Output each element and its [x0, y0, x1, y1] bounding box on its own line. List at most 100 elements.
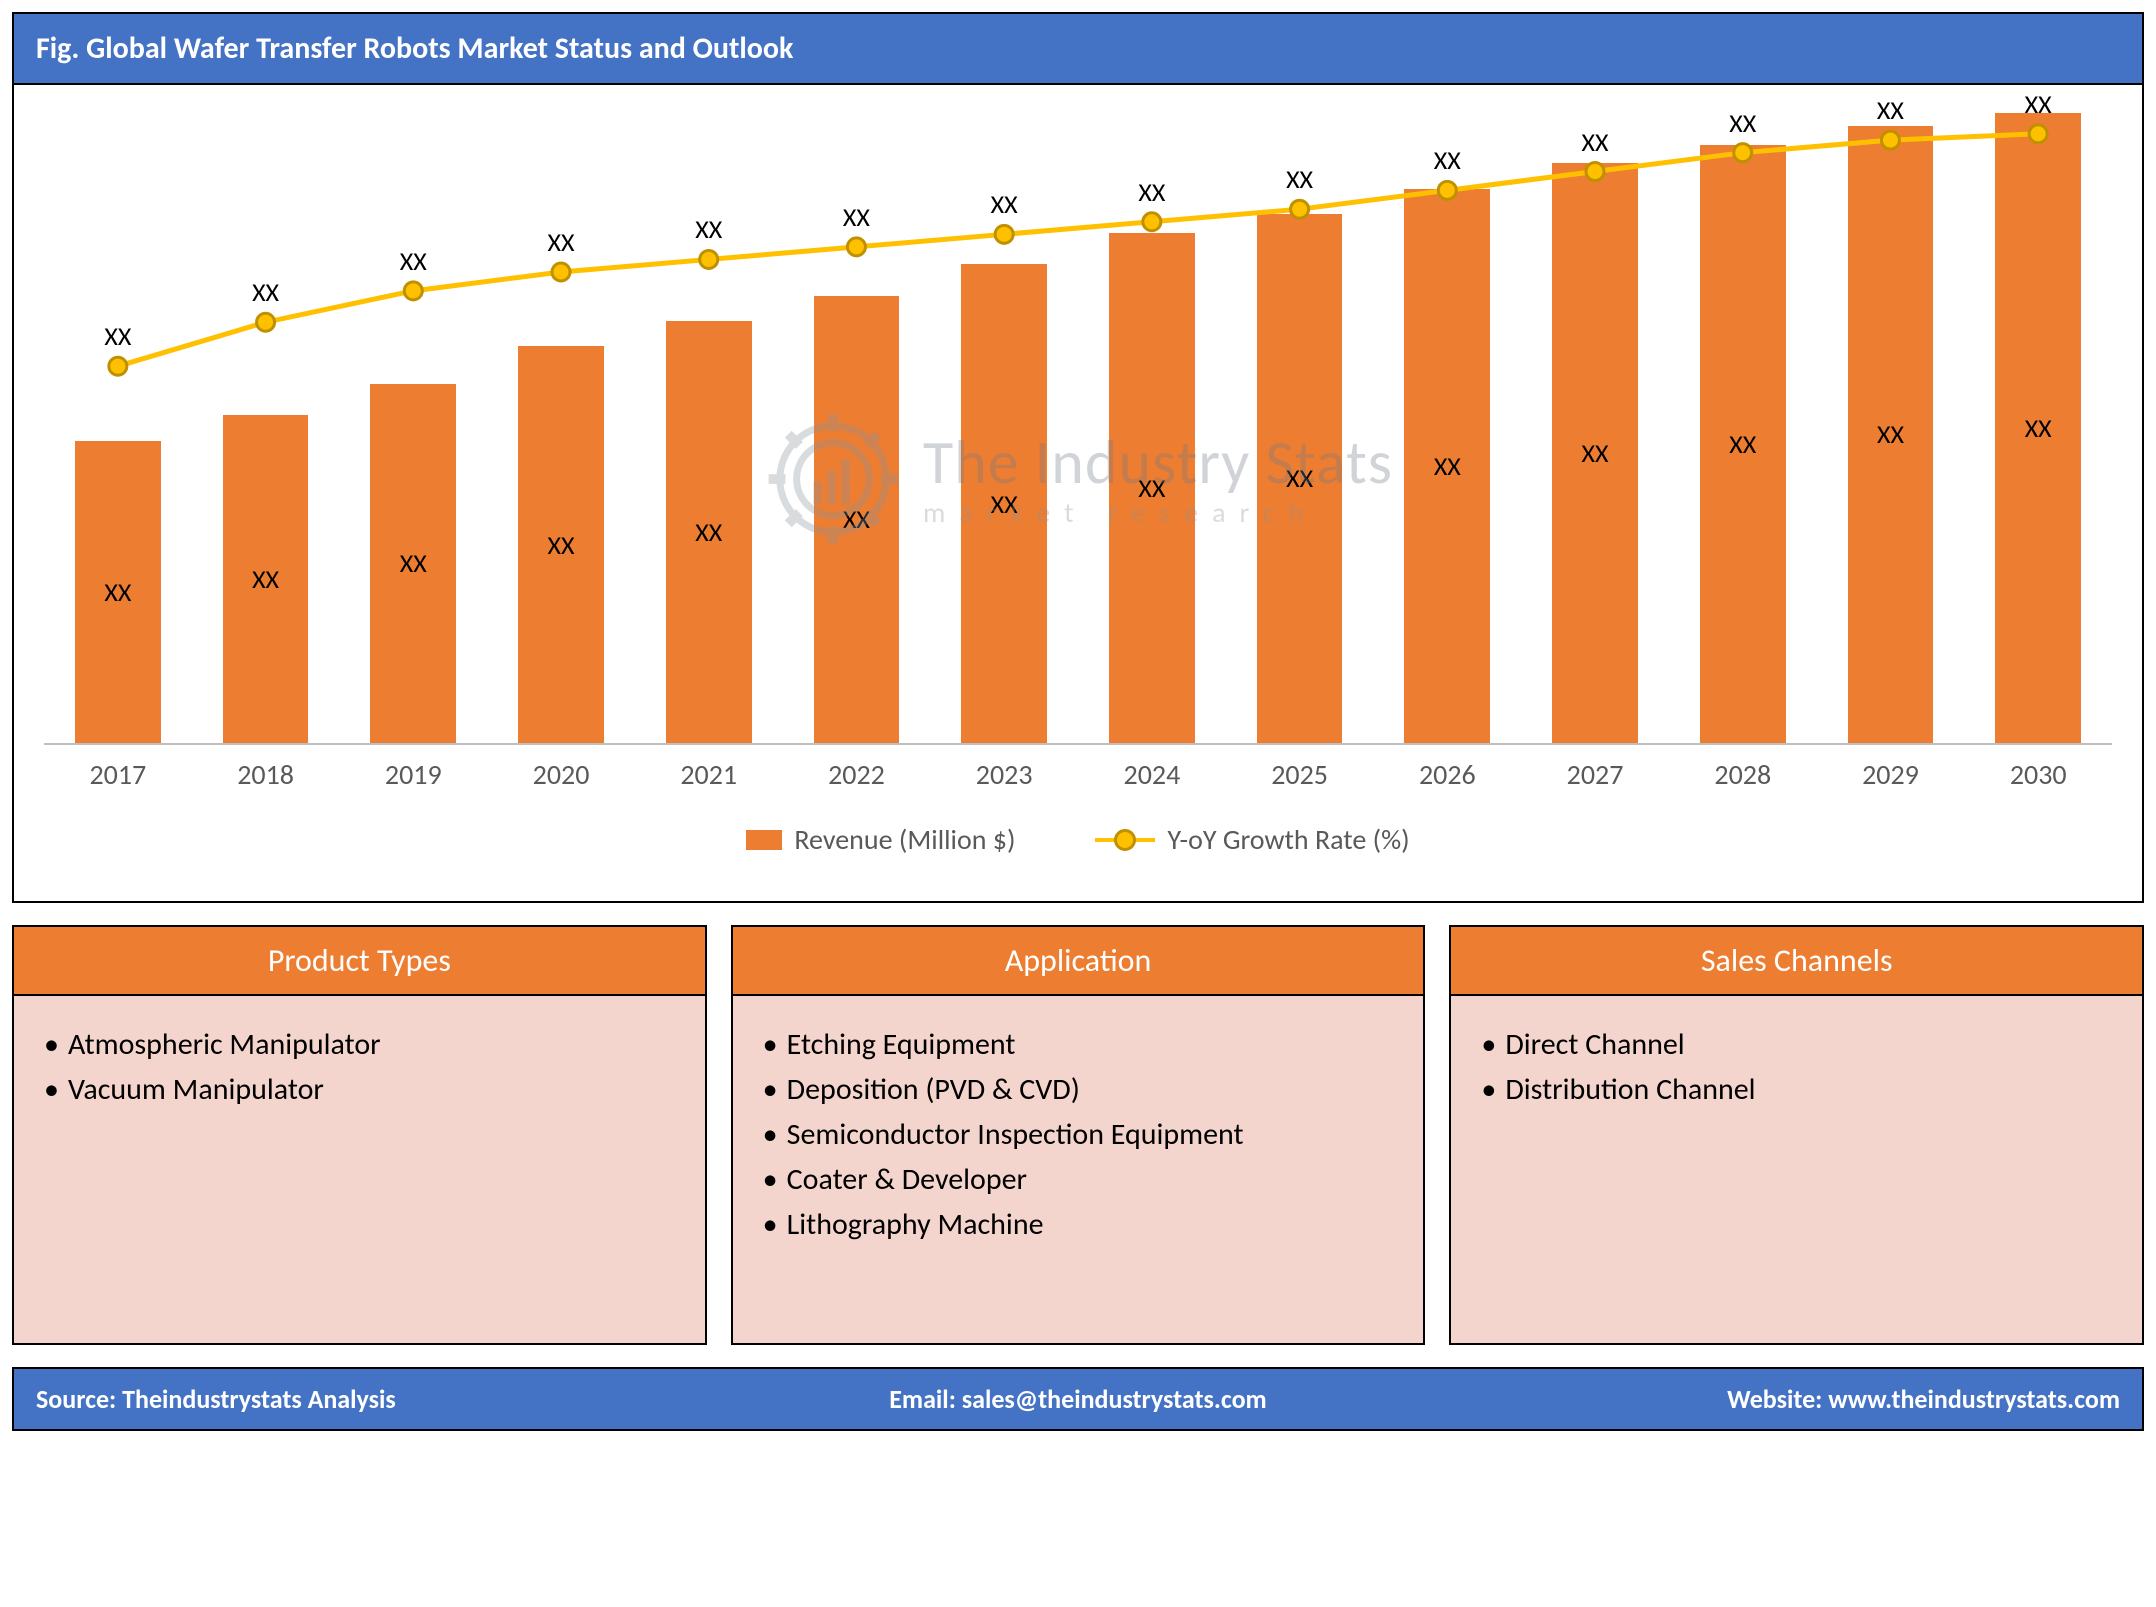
- bar-value-label: XX: [104, 576, 131, 608]
- x-axis-year: 2030: [1964, 757, 2112, 792]
- bar-value-label: XX: [1582, 437, 1609, 469]
- bar-value-label: XX: [1434, 450, 1461, 482]
- legend-bar: Revenue (Million $): [746, 822, 1015, 857]
- bar-value-label: XX: [1286, 462, 1313, 494]
- footer-email: Email: sales@theindustrystats.com: [723, 1369, 1432, 1429]
- bar-column: XX: [1817, 115, 1965, 743]
- bar-column: XX: [339, 115, 487, 743]
- bar-value-label: XX: [400, 547, 427, 579]
- info-panel: Product TypesAtmospheric ManipulatorVacu…: [12, 925, 707, 1345]
- footer-website: Website: www.theindustrystats.com: [1433, 1369, 2142, 1429]
- x-axis-year: 2024: [1078, 757, 1226, 792]
- bar-column: XX: [1521, 115, 1669, 743]
- chart-container: XX XX XX XX XX XX XX XX XX XX XX XX XX XX: [12, 83, 2144, 903]
- revenue-bar: XX: [75, 441, 161, 743]
- x-axis-year: 2017: [44, 757, 192, 792]
- revenue-bar: XX: [1848, 126, 1934, 743]
- bar-column: XX: [487, 115, 635, 743]
- info-panel: ApplicationEtching EquipmentDeposition (…: [731, 925, 1426, 1345]
- legend-line: Y-oY Growth Rate (%): [1095, 822, 1409, 857]
- x-axis-year: 2029: [1817, 757, 1965, 792]
- x-axis-year: 2022: [783, 757, 931, 792]
- footer-bar: Source: Theindustrystats Analysis Email:…: [12, 1367, 2144, 1431]
- x-axis-year: 2026: [1373, 757, 1521, 792]
- revenue-bar: XX: [518, 346, 604, 743]
- line-point-label: XX: [1729, 107, 1756, 139]
- line-point-label: XX: [695, 213, 722, 245]
- bars-row: XX XX XX XX XX XX XX XX XX XX XX XX XX XX: [44, 115, 2112, 743]
- bar-value-label: XX: [991, 488, 1018, 520]
- panel-item: Vacuum Manipulator: [44, 1067, 675, 1112]
- bar-column: XX: [635, 115, 783, 743]
- line-point-label: XX: [252, 276, 279, 308]
- info-panels: Product TypesAtmospheric ManipulatorVacu…: [12, 925, 2144, 1345]
- x-axis-year: 2028: [1669, 757, 1817, 792]
- plot-area: XX XX XX XX XX XX XX XX XX XX XX XX XX XX: [44, 115, 2112, 745]
- line-point-label: XX: [1138, 176, 1165, 208]
- panel-header: Sales Channels: [1451, 927, 2142, 996]
- line-point-label: XX: [1582, 126, 1609, 158]
- line-point-label: XX: [400, 245, 427, 277]
- panel-item: Atmospheric Manipulator: [44, 1022, 675, 1067]
- legend-bar-swatch: [746, 830, 782, 850]
- panel-item: Direct Channel: [1481, 1022, 2112, 1067]
- bar-value-label: XX: [843, 503, 870, 535]
- panel-header: Product Types: [14, 927, 705, 996]
- bar-value-label: XX: [1877, 418, 1904, 450]
- bar-column: XX: [1964, 115, 2112, 743]
- bar-column: XX: [1078, 115, 1226, 743]
- bar-value-label: XX: [548, 529, 575, 561]
- panel-body: Direct ChannelDistribution Channel: [1451, 996, 2142, 1138]
- figure-title: Fig. Global Wafer Transfer Robots Market…: [36, 30, 793, 67]
- panel-body: Atmospheric ManipulatorVacuum Manipulato…: [14, 996, 705, 1138]
- revenue-bar: XX: [1404, 189, 1490, 743]
- revenue-bar: XX: [814, 296, 900, 743]
- line-point-label: XX: [548, 226, 575, 258]
- line-point-label: XX: [104, 320, 131, 352]
- panel-body: Etching EquipmentDeposition (PVD & CVD)S…: [733, 996, 1424, 1273]
- legend-line-label: Y-oY Growth Rate (%): [1167, 822, 1409, 857]
- bar-column: XX: [1226, 115, 1374, 743]
- bar-value-label: XX: [695, 516, 722, 548]
- x-axis-labels: 2017201820192020202120222023202420252026…: [44, 757, 2112, 792]
- bar-column: XX: [1373, 115, 1521, 743]
- footer-source-label: Source:: [36, 1383, 122, 1415]
- x-axis-year: 2025: [1226, 757, 1374, 792]
- footer-website-label: Website:: [1727, 1383, 1828, 1415]
- x-axis-year: 2020: [487, 757, 635, 792]
- legend-line-swatch: [1095, 838, 1155, 842]
- bar-value-label: XX: [1138, 472, 1165, 504]
- footer-source-value: Theindustrystats Analysis: [122, 1383, 396, 1415]
- footer-source: Source: Theindustrystats Analysis: [14, 1369, 723, 1429]
- panel-item: Deposition (PVD & CVD): [763, 1067, 1394, 1112]
- bar-value-label: XX: [252, 563, 279, 595]
- revenue-bar: XX: [370, 384, 456, 743]
- x-axis-year: 2021: [635, 757, 783, 792]
- footer-email-label: Email:: [889, 1383, 962, 1415]
- panel-header: Application: [733, 927, 1424, 996]
- line-point-label: XX: [1877, 94, 1904, 126]
- x-axis-year: 2027: [1521, 757, 1669, 792]
- revenue-bar: XX: [1700, 145, 1786, 744]
- panel-item: Etching Equipment: [763, 1022, 1394, 1067]
- bar-column: XX: [44, 115, 192, 743]
- bar-value-label: XX: [2025, 412, 2052, 444]
- revenue-bar: XX: [961, 264, 1047, 743]
- revenue-bar: XX: [1109, 233, 1195, 743]
- panel-item: Lithography Machine: [763, 1202, 1394, 1247]
- chart-legend: Revenue (Million $) Y-oY Growth Rate (%): [44, 822, 2112, 857]
- line-point-label: XX: [1286, 163, 1313, 195]
- bar-value-label: XX: [1729, 428, 1756, 460]
- footer-email-value: sales@theindustrystats.com: [962, 1383, 1267, 1415]
- panel-item: Coater & Developer: [763, 1157, 1394, 1202]
- figure-title-bar: Fig. Global Wafer Transfer Robots Market…: [12, 12, 2144, 83]
- panel-item: Semiconductor Inspection Equipment: [763, 1112, 1394, 1157]
- line-point-label: XX: [991, 188, 1018, 220]
- x-axis-year: 2023: [930, 757, 1078, 792]
- x-axis-year: 2018: [192, 757, 340, 792]
- panel-item: Distribution Channel: [1481, 1067, 2112, 1112]
- revenue-bar: XX: [1995, 113, 2081, 743]
- revenue-bar: XX: [1257, 214, 1343, 743]
- legend-bar-label: Revenue (Million $): [794, 822, 1015, 857]
- revenue-bar: XX: [666, 321, 752, 743]
